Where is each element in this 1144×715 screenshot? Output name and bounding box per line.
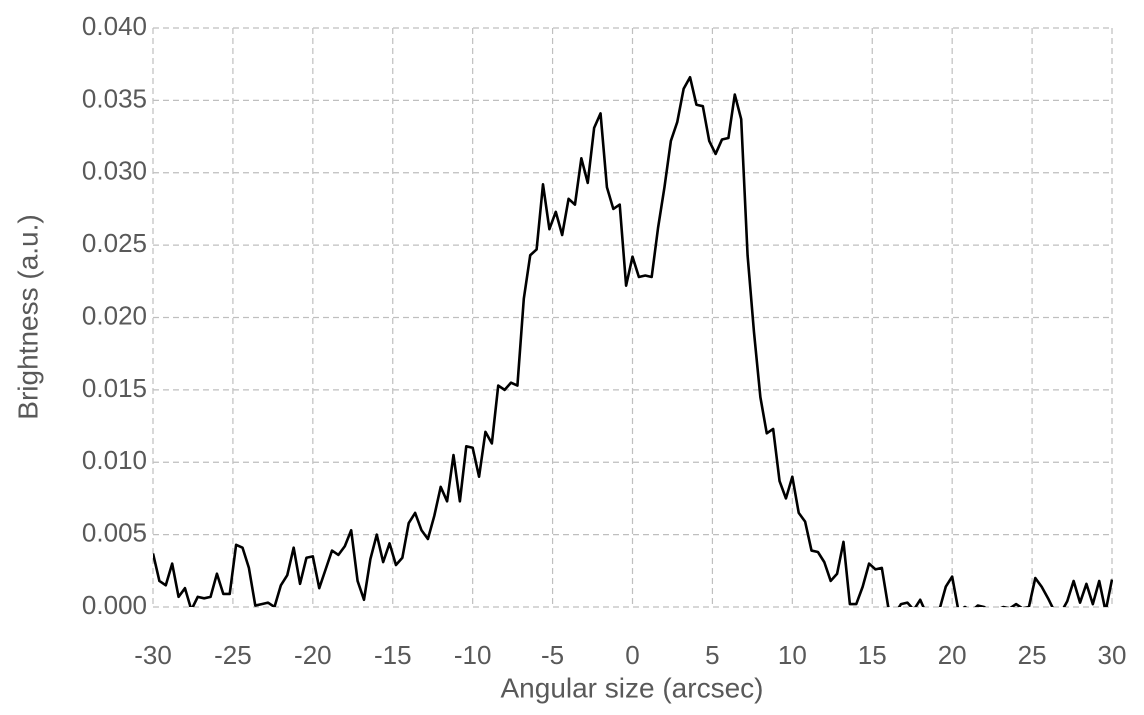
x-tick-label: -15: [374, 640, 412, 670]
y-tick-label: 0.015: [82, 373, 147, 403]
x-tick-label: 5: [705, 640, 719, 670]
x-tick-label: 10: [778, 640, 807, 670]
x-tick-label: -5: [541, 640, 564, 670]
y-tick-label: 0.025: [82, 228, 147, 258]
x-tick-label: -30: [134, 640, 172, 670]
y-tick-label: 0.040: [82, 11, 147, 41]
x-tick-label: 20: [938, 640, 967, 670]
y-axis-title: Brightness (a.u.): [12, 214, 43, 419]
x-tick-label: -20: [294, 640, 332, 670]
y-tick-label: 0.035: [82, 83, 147, 113]
x-tick-label: -10: [454, 640, 492, 670]
y-tick-label: 0.005: [82, 518, 147, 548]
x-tick-label: 0: [625, 640, 639, 670]
x-tick-label: 30: [1098, 640, 1127, 670]
x-tick-label: 15: [858, 640, 887, 670]
y-tick-label: 0.020: [82, 300, 147, 330]
y-tick-label: 0.030: [82, 156, 147, 186]
x-tick-label: -25: [214, 640, 252, 670]
x-axis-title: Angular size (arcsec): [501, 672, 764, 703]
data-line: [153, 75, 1113, 607]
y-tick-label: 0.010: [82, 445, 147, 475]
x-tick-label: 25: [1018, 640, 1047, 670]
y-tick-label: 0.000: [82, 590, 147, 620]
